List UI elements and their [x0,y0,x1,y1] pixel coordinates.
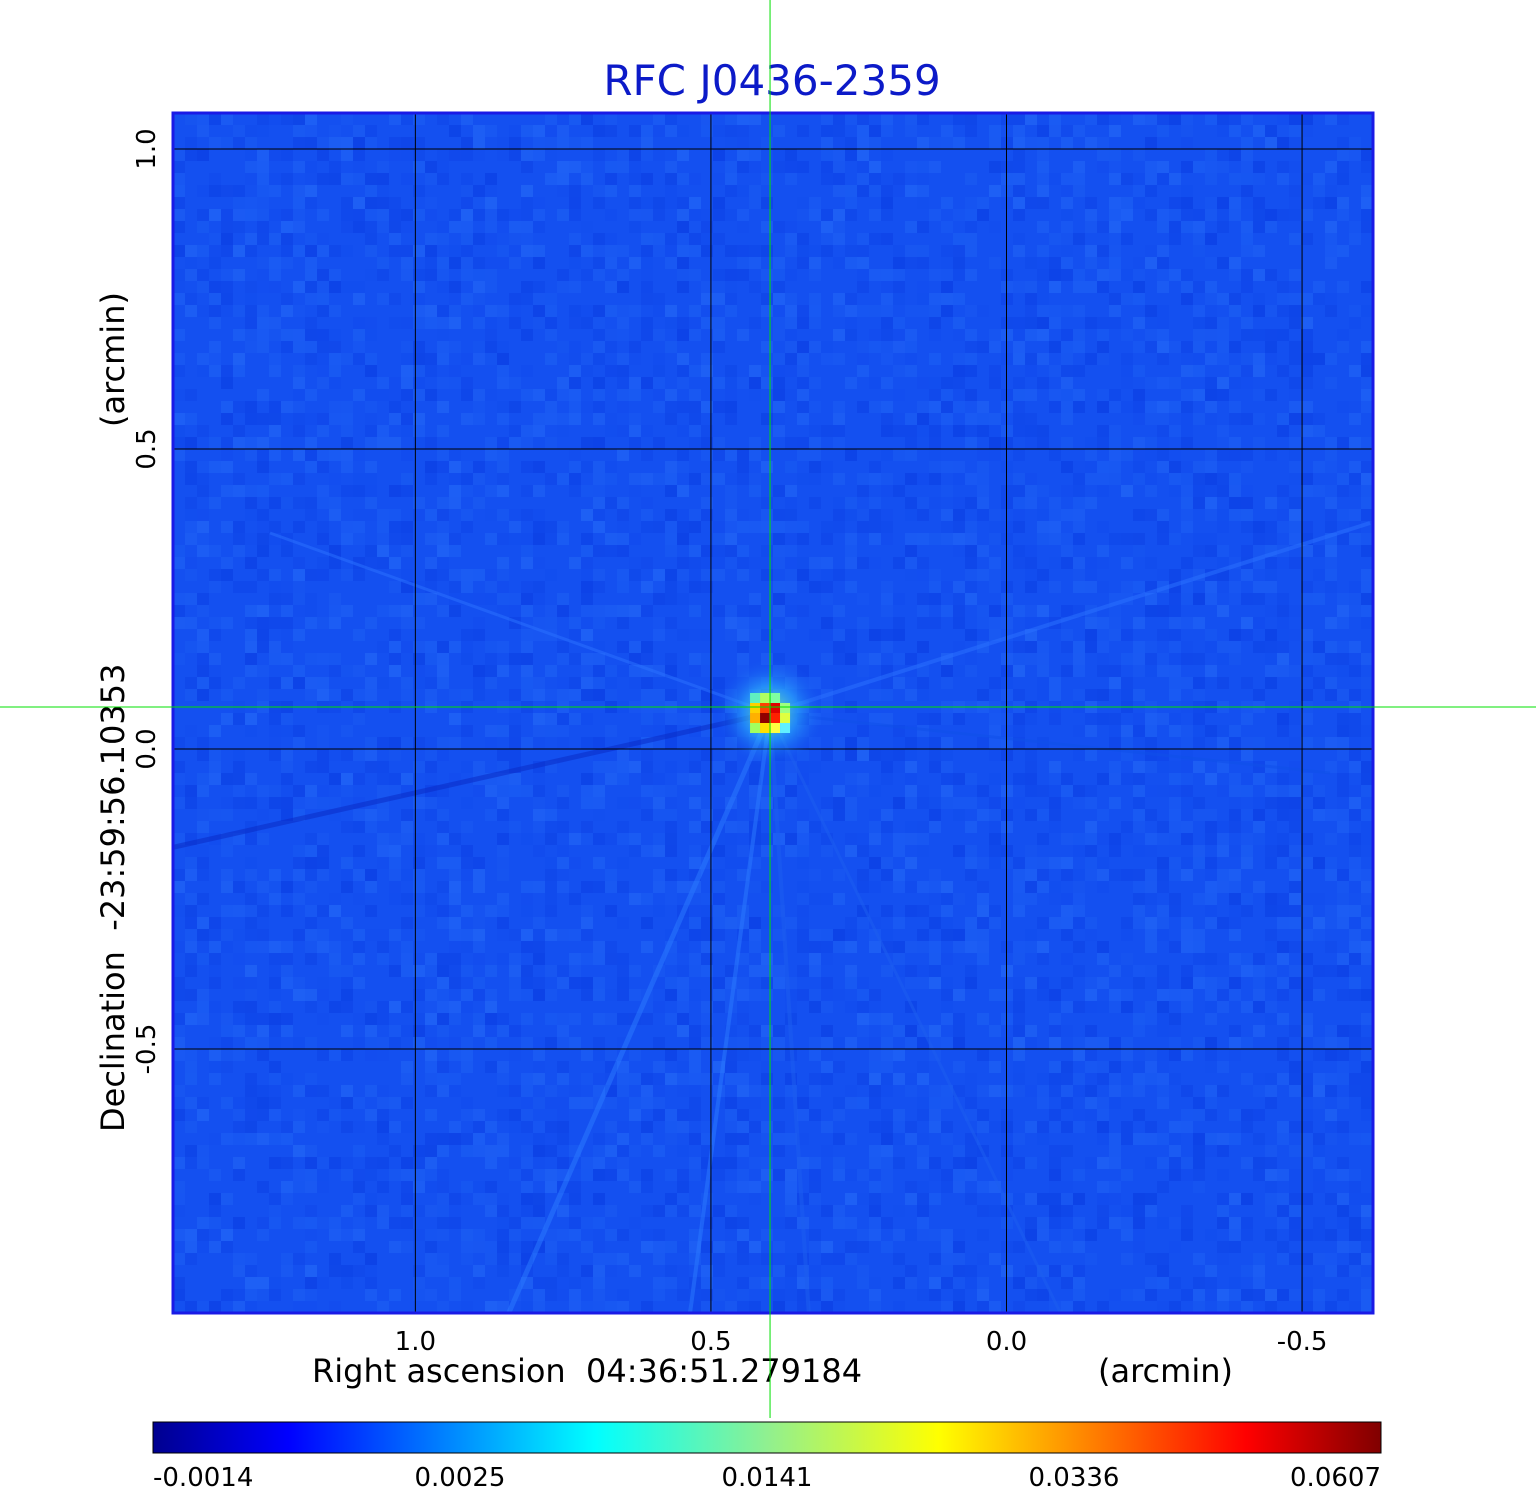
y-tick-label: 1.0 [132,128,162,169]
colorbar-tick-label: 0.0025 [415,1463,506,1493]
colorbar-tick-label: 0.0141 [722,1463,813,1493]
y-axis-label: Declination -23:59:56.10353 [94,664,132,1132]
y-axis-ticks: 1.0 0.5 0.0 -0.5 [132,128,162,1074]
x-tick-label: 0.5 [690,1327,731,1357]
source-pixel [760,693,771,703]
y-tick-label: 0.0 [132,728,162,769]
image-frame [171,111,1375,1315]
colorbar-tick-label: 0.0336 [1029,1463,1120,1493]
source-pixel [780,723,791,733]
source-pixel [760,703,771,713]
x-axis-ticks: 1.0 0.5 0.0 -0.5 [395,1327,1328,1357]
y-axis-unit: (arcmin) [94,292,132,427]
source-pixel [750,703,761,713]
x-axis-unit: (arcmin) [1098,1352,1233,1390]
y-tick-label: -0.5 [132,1024,162,1075]
source-pixel [760,723,771,733]
colorbar-tick-label: 0.0607 [1290,1463,1381,1493]
x-axis-label: Right ascension 04:36:51.279184 [312,1352,862,1390]
source-pixel [780,703,791,713]
colorbar-tick-label: -0.0014 [153,1463,253,1493]
chart-title: RFC J0436-2359 [603,56,940,105]
source-pixel [750,723,761,733]
image-plot-area [173,113,1373,1313]
source-pixel [770,723,781,733]
source-pixel [750,693,761,703]
colorbar-ticks: -0.0014 0.0025 0.0141 0.0336 0.0607 [153,1463,1381,1493]
source-pixel [770,703,781,713]
sidelobe-streaks [173,521,1371,1313]
x-tick-label: 1.0 [395,1327,436,1357]
source-pixel [770,713,781,723]
colorbar [152,1421,1382,1454]
y-tick-label: 0.5 [132,428,162,469]
source-pixel [750,713,761,723]
x-tick-label: -0.5 [1277,1327,1328,1357]
source-pixel [780,713,791,723]
noise-texture [173,113,1373,1313]
x-tick-label: 0.0 [986,1327,1027,1357]
crosshair [0,0,1536,1418]
source-pixel [770,693,781,703]
source-pixel [760,713,771,723]
